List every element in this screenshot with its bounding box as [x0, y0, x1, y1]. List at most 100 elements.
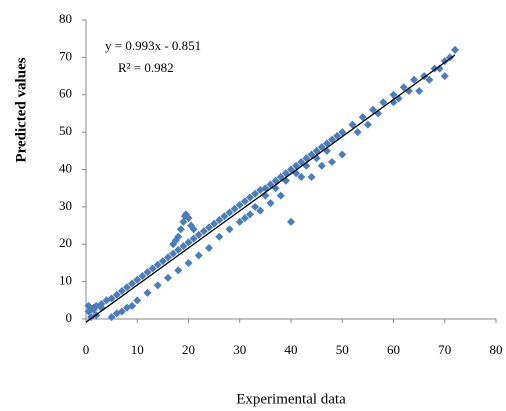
y-tick-label: 70 [59, 48, 72, 63]
x-tick-label: 50 [336, 342, 349, 357]
point [307, 150, 316, 159]
point [194, 251, 203, 260]
x-tick-label: 80 [490, 342, 503, 357]
point [435, 64, 444, 73]
point [246, 193, 254, 202]
point [338, 150, 347, 159]
point [153, 281, 162, 290]
point [415, 87, 424, 96]
point [117, 286, 126, 295]
point [322, 139, 331, 148]
point [246, 210, 254, 219]
point [210, 219, 219, 228]
y-tick-label: 10 [59, 273, 72, 288]
point [179, 242, 188, 251]
point [358, 113, 367, 122]
point [379, 98, 388, 107]
point [369, 105, 377, 114]
point [276, 191, 285, 200]
point [317, 161, 326, 170]
point [225, 225, 234, 234]
point [307, 172, 316, 181]
point [169, 249, 178, 258]
point [292, 161, 301, 170]
point [328, 158, 336, 167]
point [176, 225, 185, 234]
point [148, 264, 157, 273]
x-tick-label: 20 [182, 342, 195, 357]
y-tick-label: 0 [66, 310, 73, 325]
x-tick-label: 10 [131, 342, 144, 357]
point [256, 206, 265, 215]
point [235, 201, 244, 210]
point [174, 266, 183, 275]
point [117, 307, 126, 316]
x-tick-label: 0 [83, 342, 90, 357]
point [189, 234, 198, 243]
point [153, 260, 162, 269]
point [107, 294, 116, 303]
y-tick-label: 80 [59, 11, 72, 26]
point [235, 217, 244, 226]
point [317, 143, 326, 152]
y-tick-label: 40 [59, 160, 72, 175]
point [174, 232, 183, 241]
point [189, 225, 198, 234]
point [240, 197, 249, 206]
point [107, 313, 116, 322]
point [440, 57, 449, 66]
point [84, 301, 93, 310]
annotation: y = 0.993x - 0.851 [105, 38, 201, 53]
y-tick-label: 60 [59, 86, 72, 101]
point [89, 305, 98, 314]
point [128, 279, 137, 288]
point [184, 258, 193, 267]
point [225, 208, 234, 217]
point [215, 215, 224, 224]
point [164, 253, 172, 262]
point [205, 243, 213, 252]
point [338, 128, 347, 137]
point [363, 120, 372, 129]
point [240, 214, 249, 223]
point [251, 189, 260, 198]
y-axis-label: Predicted values [13, 57, 29, 162]
x-tick-label: 70 [438, 342, 451, 357]
point [328, 135, 336, 144]
point [184, 238, 193, 247]
point [287, 217, 295, 226]
point [425, 75, 434, 84]
point [251, 202, 260, 211]
point [302, 154, 311, 163]
point [266, 199, 275, 208]
point [348, 120, 357, 129]
annotation: R² = 0.982 [118, 60, 174, 75]
x-tick-label: 40 [285, 342, 298, 357]
point [143, 268, 152, 277]
point [158, 257, 167, 266]
y-tick-label: 50 [59, 123, 72, 138]
point [215, 232, 224, 241]
point [138, 272, 147, 281]
x-axis-label: Experimental data [236, 391, 346, 407]
x-tick-label: 60 [387, 342, 400, 357]
y-tick-label: 30 [59, 198, 72, 213]
point [123, 283, 131, 292]
point [199, 227, 208, 236]
point [164, 273, 172, 282]
x-tick-label: 30 [233, 342, 246, 357]
point [399, 83, 408, 92]
trendline [85, 54, 456, 323]
y-tick-label: 20 [59, 235, 72, 250]
point [353, 128, 362, 137]
point [128, 301, 137, 310]
point [143, 288, 152, 297]
point [179, 217, 188, 226]
point [410, 75, 418, 84]
point [230, 204, 239, 213]
point [333, 131, 342, 140]
point [184, 214, 193, 223]
point [220, 212, 229, 221]
point [440, 72, 449, 81]
